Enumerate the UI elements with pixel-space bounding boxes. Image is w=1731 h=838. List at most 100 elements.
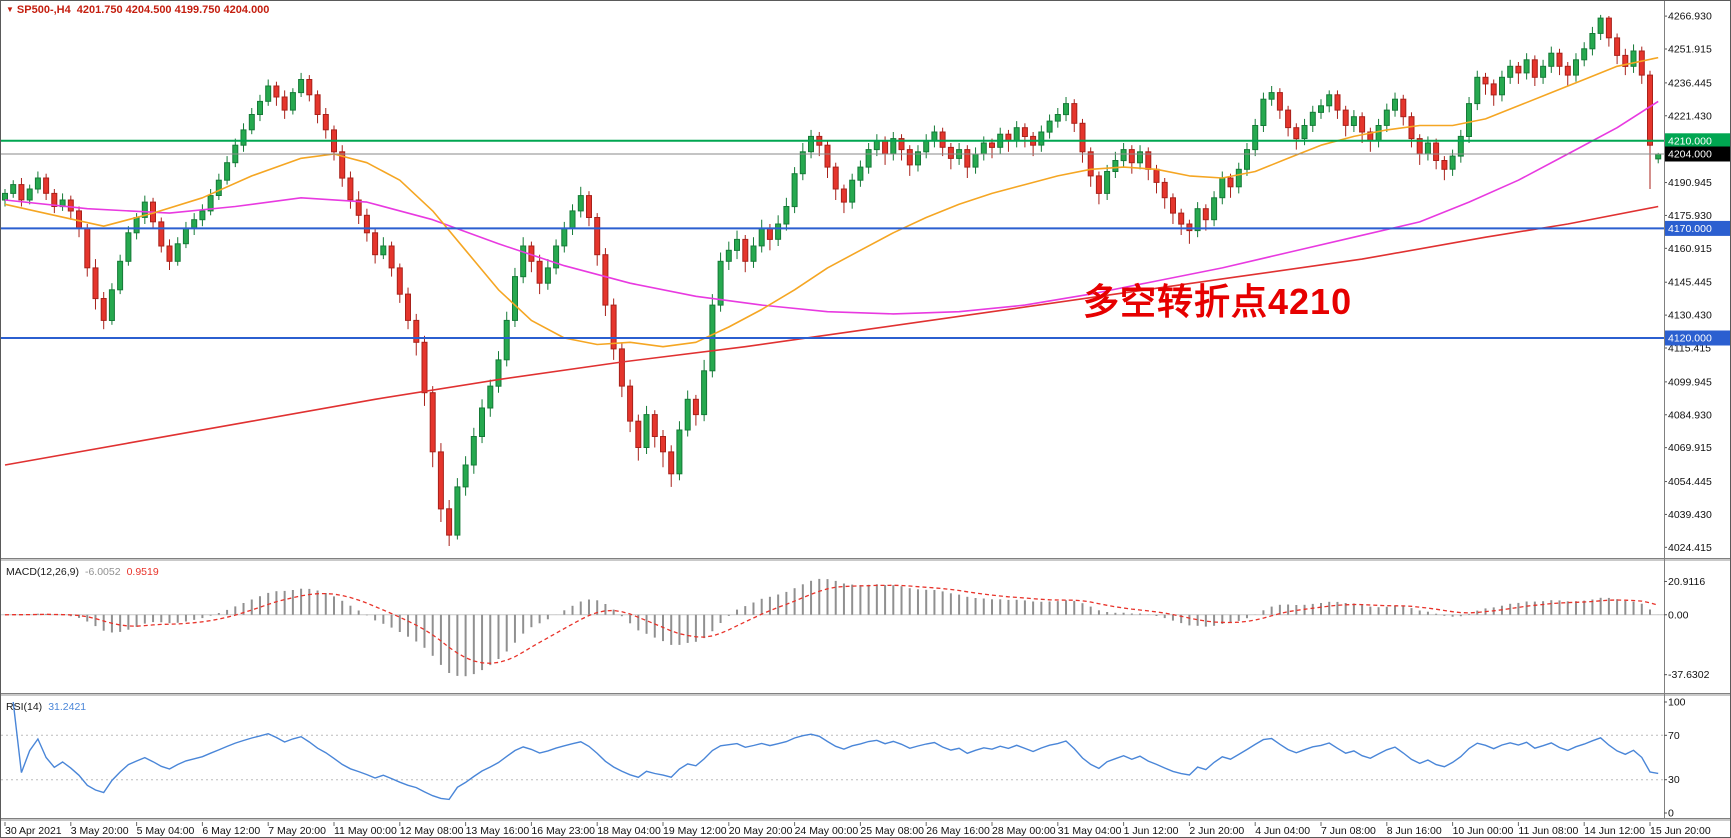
price-axis-label: 4175.930 bbox=[1668, 210, 1712, 222]
price-axis-label: 4236.445 bbox=[1668, 77, 1712, 89]
price-axis-label: 4190.945 bbox=[1668, 177, 1712, 189]
bull-candle bbox=[2, 192, 8, 201]
bull-candle bbox=[1589, 33, 1596, 50]
bull-candle bbox=[1038, 131, 1045, 146]
bull-candle bbox=[808, 135, 814, 153]
bull-candle bbox=[980, 142, 987, 155]
bear-candle bbox=[347, 177, 354, 201]
bear-candle bbox=[92, 267, 99, 300]
bear-candle bbox=[405, 293, 411, 321]
bear-candle bbox=[1342, 109, 1349, 126]
time-axis-label: 3 May 20:00 bbox=[71, 825, 129, 837]
bear-candle bbox=[1482, 76, 1489, 85]
bull-candle bbox=[1424, 142, 1431, 155]
time-axis-label: 8 Jun 16:00 bbox=[1387, 825, 1442, 837]
bull-candle bbox=[717, 260, 724, 306]
bear-candle bbox=[1227, 177, 1234, 188]
bull-candle bbox=[174, 243, 181, 262]
time-axis-label: 7 Jun 08:00 bbox=[1321, 825, 1376, 837]
macd-name: MACD(12,26,9) bbox=[6, 566, 79, 578]
bear-candle bbox=[824, 144, 831, 168]
symbol-period: SP500-,H4 bbox=[16, 4, 71, 16]
panel-separator[interactable] bbox=[1, 693, 1731, 696]
bear-candle bbox=[314, 94, 321, 116]
bear-candle bbox=[437, 451, 444, 510]
bull-candle bbox=[758, 227, 765, 247]
bull-candle bbox=[553, 245, 560, 269]
bull-candle bbox=[1260, 98, 1267, 126]
bull-candle bbox=[1499, 76, 1505, 96]
bull-candle bbox=[240, 129, 247, 146]
bear-candle bbox=[306, 79, 313, 96]
bull-candle bbox=[215, 179, 222, 196]
bear-candle bbox=[635, 420, 642, 449]
bear-candle bbox=[413, 319, 420, 343]
bull-candle bbox=[1219, 177, 1226, 199]
bear-candle bbox=[281, 96, 288, 111]
panel-separator[interactable] bbox=[1, 818, 1731, 821]
bull-candle bbox=[1211, 197, 1218, 221]
dropdown-triangle-icon[interactable]: ▼ bbox=[6, 5, 14, 14]
bull-candle bbox=[1350, 116, 1357, 126]
bear-candle bbox=[1359, 116, 1366, 133]
bull-candle bbox=[1375, 125, 1382, 142]
bull-candle bbox=[1063, 103, 1069, 116]
time-axis-label: 28 May 00:00 bbox=[992, 825, 1056, 837]
bear-candle bbox=[1400, 98, 1407, 118]
bull-candle bbox=[495, 359, 502, 387]
bull-candle bbox=[643, 414, 650, 449]
macd-axis-label: 20.9116 bbox=[1668, 576, 1705, 588]
price-axis-label: 4069.915 bbox=[1668, 442, 1712, 454]
bull-candle bbox=[470, 436, 477, 466]
bull-candle bbox=[1137, 151, 1143, 164]
bull-candle bbox=[865, 149, 872, 168]
time-axis-label: 24 May 00:00 bbox=[795, 825, 859, 837]
price-axis-label: 4054.445 bbox=[1668, 476, 1712, 488]
bull-candle bbox=[1318, 105, 1324, 113]
time-axis-label: 13 May 16:00 bbox=[466, 825, 530, 837]
price-axis-label: 4084.930 bbox=[1668, 409, 1712, 421]
bear-candle bbox=[388, 245, 395, 269]
bull-candle bbox=[1523, 59, 1530, 74]
rsi-axis-label: 100 bbox=[1668, 697, 1686, 709]
bull-candle bbox=[931, 131, 938, 142]
bull-candle bbox=[1392, 98, 1398, 111]
panel-separator[interactable] bbox=[1, 558, 1731, 561]
time-axis-label: 20 May 20:00 bbox=[729, 825, 793, 837]
bear-candle bbox=[51, 192, 58, 207]
time-axis-label: 6 May 12:00 bbox=[202, 825, 260, 837]
macd-axis-label: -37.6302 bbox=[1668, 669, 1710, 681]
time-axis-label: 2 Jun 20:00 bbox=[1189, 825, 1244, 837]
bull-candle bbox=[915, 151, 921, 166]
bull-candle bbox=[873, 140, 880, 151]
bear-candle bbox=[586, 195, 592, 219]
rsi-axis-label: 30 bbox=[1668, 774, 1680, 786]
bull-candle bbox=[1309, 111, 1316, 126]
bear-candle bbox=[166, 245, 173, 262]
time-axis-label: 12 May 08:00 bbox=[400, 825, 464, 837]
macd-indicator-label: MACD(12,26,9) -6.0052 0.9519 bbox=[6, 566, 159, 578]
bear-candle bbox=[1293, 127, 1300, 140]
bull-candle bbox=[1581, 48, 1588, 61]
bear-candle bbox=[1170, 197, 1176, 214]
bear-candle bbox=[651, 414, 658, 438]
time-axis-label: 18 May 04:00 bbox=[597, 825, 661, 837]
bull-candle bbox=[191, 219, 198, 229]
bear-candle bbox=[1531, 59, 1538, 78]
bull-candle bbox=[1054, 114, 1061, 122]
macd-main-value: -6.0052 bbox=[84, 566, 121, 578]
annotation-text[interactable]: 多空转折点4210 bbox=[1083, 281, 1353, 322]
bear-candle bbox=[396, 267, 403, 295]
time-axis-label: 11 May 00:00 bbox=[334, 825, 397, 837]
bull-candle bbox=[561, 227, 568, 247]
price-badge-label: 4204.000 bbox=[1668, 148, 1712, 160]
bull-candle bbox=[125, 232, 132, 262]
ma-mid-magenta-line bbox=[4, 100, 1659, 315]
price-axis-label: 4266.930 bbox=[1668, 11, 1712, 23]
time-axis-label: 7 May 20:00 bbox=[268, 825, 326, 837]
bear-candle bbox=[1622, 54, 1629, 67]
bear-candle bbox=[1564, 65, 1571, 76]
price-badge-4120.000 bbox=[1665, 330, 1730, 346]
bear-candle bbox=[947, 146, 954, 159]
